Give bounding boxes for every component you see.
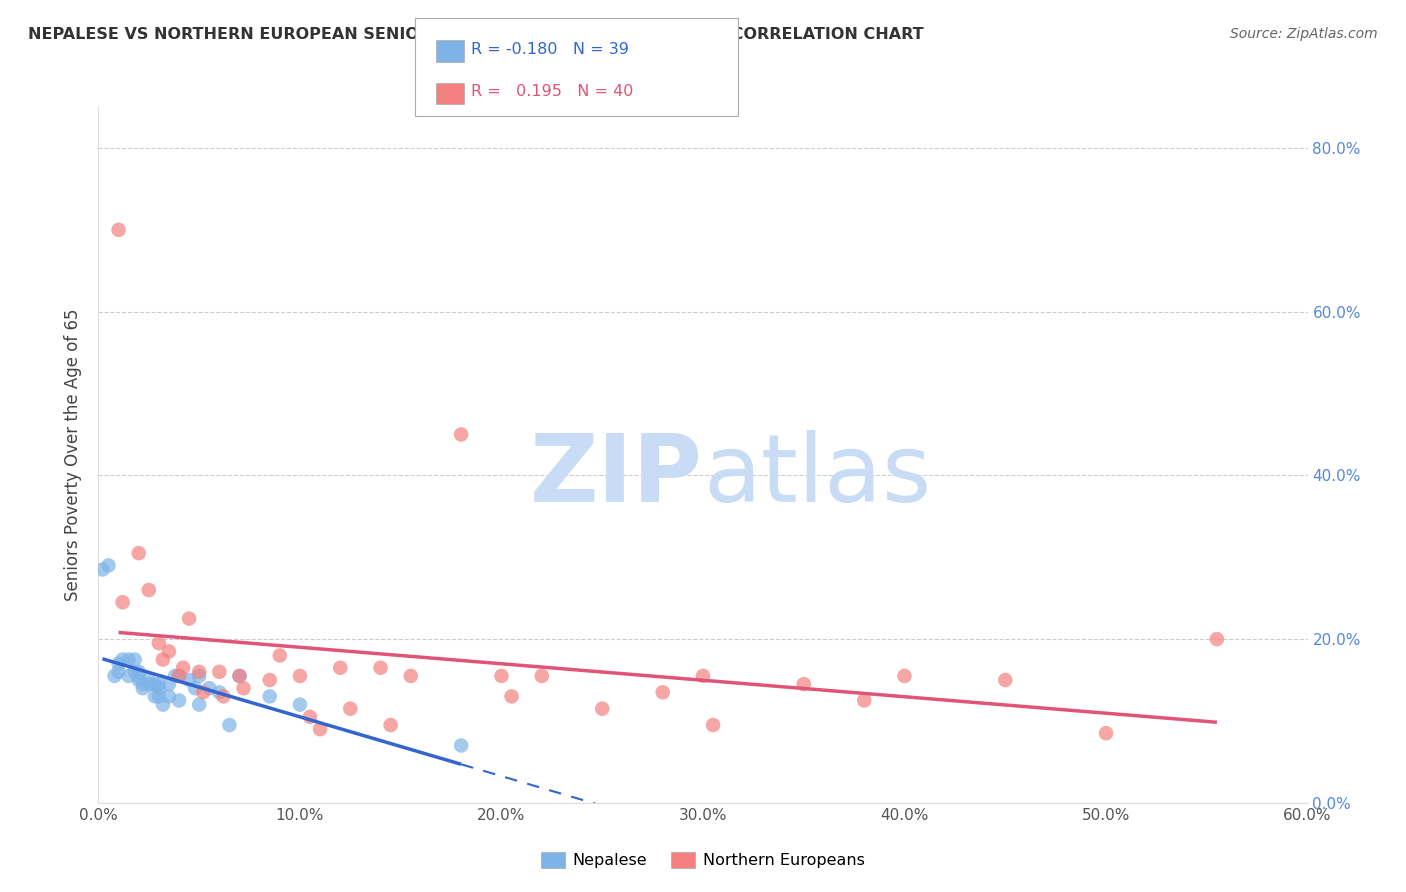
Point <box>188 669 211 683</box>
Point <box>152 698 174 712</box>
Point <box>124 665 146 679</box>
Point <box>107 657 129 671</box>
Point <box>491 669 513 683</box>
Point <box>157 644 180 658</box>
Point <box>208 665 231 679</box>
Point <box>157 677 180 691</box>
Point <box>259 673 281 687</box>
Point <box>128 673 150 687</box>
Point <box>103 669 125 683</box>
Point <box>107 223 129 237</box>
Text: R = -0.180   N = 39: R = -0.180 N = 39 <box>471 42 628 56</box>
Text: R =   0.195   N = 40: R = 0.195 N = 40 <box>471 85 633 99</box>
Point <box>179 612 201 626</box>
Point <box>269 648 291 663</box>
Point <box>228 669 250 683</box>
Text: Source: ZipAtlas.com: Source: ZipAtlas.com <box>1230 27 1378 41</box>
Point <box>148 677 170 691</box>
Point <box>148 681 170 696</box>
Point <box>167 669 190 683</box>
Point <box>193 685 215 699</box>
Point <box>288 698 311 712</box>
Point <box>132 677 155 691</box>
Point <box>148 636 170 650</box>
Point <box>128 669 150 683</box>
Point <box>152 652 174 666</box>
Point <box>893 669 915 683</box>
Point <box>299 710 322 724</box>
Point <box>111 652 134 666</box>
Point <box>138 582 160 597</box>
Point <box>143 690 166 704</box>
Legend: Nepalese, Northern Europeans: Nepalese, Northern Europeans <box>534 846 872 875</box>
Point <box>692 669 714 683</box>
Point <box>212 690 235 704</box>
Point <box>167 693 190 707</box>
Point <box>132 681 155 696</box>
Point <box>339 701 361 715</box>
Point <box>380 718 402 732</box>
Point <box>208 685 231 699</box>
Text: atlas: atlas <box>703 430 931 522</box>
Point <box>853 693 876 707</box>
Point <box>124 652 146 666</box>
Point <box>143 677 166 691</box>
Point <box>91 562 114 576</box>
Point <box>184 681 207 696</box>
Text: NEPALESE VS NORTHERN EUROPEAN SENIORS POVERTY OVER THE AGE OF 65 CORRELATION CHA: NEPALESE VS NORTHERN EUROPEAN SENIORS PO… <box>28 27 924 42</box>
Point <box>128 665 150 679</box>
Point <box>228 669 250 683</box>
Point <box>97 558 120 573</box>
Point <box>1095 726 1118 740</box>
Point <box>163 669 186 683</box>
Point <box>198 681 221 696</box>
Point <box>138 673 160 687</box>
Point <box>111 595 134 609</box>
Point <box>591 701 613 715</box>
Point <box>329 661 352 675</box>
Point <box>399 669 422 683</box>
Point <box>172 661 194 675</box>
Point <box>118 669 141 683</box>
Point <box>107 665 129 679</box>
Point <box>128 546 150 560</box>
Point <box>167 669 190 683</box>
Point <box>188 698 211 712</box>
Point <box>450 427 472 442</box>
Point <box>651 685 673 699</box>
Point <box>148 690 170 704</box>
Point <box>702 718 724 732</box>
Point <box>157 690 180 704</box>
Point <box>1206 632 1229 646</box>
Point <box>118 652 141 666</box>
Point <box>232 681 254 696</box>
Point <box>218 718 240 732</box>
Point <box>288 669 311 683</box>
Point <box>179 673 201 687</box>
Point <box>188 665 211 679</box>
Point <box>450 739 472 753</box>
Point <box>530 669 553 683</box>
Point <box>501 690 523 704</box>
Text: ZIP: ZIP <box>530 430 703 522</box>
Point <box>370 661 392 675</box>
Point <box>994 673 1017 687</box>
Point <box>309 722 332 736</box>
Point <box>259 690 281 704</box>
Point <box>793 677 815 691</box>
Point <box>138 677 160 691</box>
Y-axis label: Seniors Poverty Over the Age of 65: Seniors Poverty Over the Age of 65 <box>65 309 83 601</box>
